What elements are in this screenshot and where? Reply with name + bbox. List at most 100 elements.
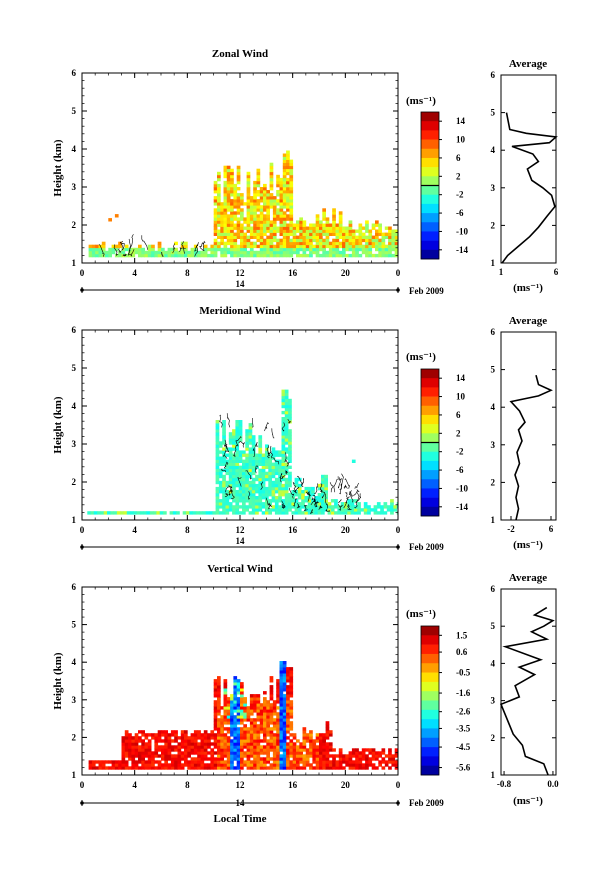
heatmap-cell: [263, 232, 267, 236]
colorbar-segment: [421, 728, 439, 739]
heatmap-cell: [371, 766, 376, 770]
heatmap-cell: [134, 751, 139, 755]
heatmap-cell: [263, 697, 267, 701]
heatmap-cell: [230, 241, 234, 246]
heatmap-cell: [281, 490, 286, 494]
heatmap-cell: [217, 760, 221, 764]
heatmap-cell: [321, 496, 325, 500]
x-tick-label: 0: [396, 525, 401, 535]
heatmap-cell: [325, 253, 330, 258]
profile-line: [499, 606, 555, 776]
heatmap-cell: [269, 235, 274, 239]
heatmap-cell: [335, 223, 340, 227]
heatmap-cell: [282, 757, 287, 761]
heatmap-cell: [215, 502, 220, 506]
heatmap-cell: [289, 159, 294, 163]
heatmap-cell: [256, 709, 261, 713]
heatmap-cell: [207, 733, 211, 737]
heatmap-cell: [265, 477, 269, 482]
heatmap-cell: [319, 241, 323, 246]
heatmap-cell: [276, 682, 280, 686]
heatmap-cell: [378, 223, 382, 227]
heatmap-cell: [384, 232, 389, 236]
heatmap-cell: [248, 511, 253, 515]
heatmap-cell: [296, 220, 300, 224]
heatmap-cell: [230, 177, 234, 182]
heatmap-cell: [265, 490, 269, 494]
heatmap-cell: [223, 187, 228, 191]
heatmap-cell: [200, 754, 205, 758]
heatmap-cell: [215, 462, 220, 466]
heatmap-cell: [269, 706, 274, 710]
heatmap-cell: [213, 706, 218, 710]
heatmap-cell: [312, 238, 317, 243]
heatmap-cell: [279, 754, 284, 758]
heatmap-cell: [226, 760, 231, 764]
heatmap-cell: [217, 171, 221, 176]
heatmap-cell: [220, 757, 224, 761]
heatmap-cell: [312, 739, 317, 743]
heatmap-cell: [246, 742, 251, 746]
heatmap-cell: [253, 250, 257, 255]
heatmap-cell: [253, 748, 257, 752]
heatmap-cell: [233, 730, 238, 734]
heatmap-cell: [294, 493, 299, 497]
heatmap-cell: [269, 223, 274, 227]
heatmap-cell: [282, 235, 287, 239]
heatmap-cell: [246, 235, 251, 239]
colorbar-tick-label: -2: [456, 447, 464, 457]
heatmap-cell: [226, 193, 231, 197]
heatmap-cell: [236, 700, 241, 704]
heatmap-cell: [223, 712, 228, 716]
heatmap-cell: [312, 235, 317, 239]
heatmap-cell: [223, 760, 228, 764]
heatmap-cell: [190, 751, 195, 755]
heatmap-cell: [230, 757, 234, 761]
heatmap-cell: [368, 229, 373, 233]
heatmap-cell: [154, 253, 159, 258]
colorbar-segment: [421, 121, 439, 131]
heatmap-cell: [228, 459, 233, 463]
heatmap-cell: [279, 223, 284, 227]
heatmap-cell: [311, 508, 315, 512]
contour-line: [226, 413, 231, 428]
heatmap-cell: [184, 751, 188, 755]
heatmap-cell: [345, 760, 349, 764]
heatmap-cell: [144, 748, 149, 752]
heatmap-cell: [276, 736, 280, 740]
heatmap-cell: [384, 754, 389, 758]
heatmap-cell: [249, 748, 254, 752]
heatmap-cell: [276, 742, 280, 746]
contour-line: [247, 491, 251, 500]
heatmap-cell: [347, 508, 351, 512]
contour-line: [272, 457, 280, 465]
heatmap-cell: [138, 760, 142, 764]
heatmap-cell: [228, 447, 233, 451]
heatmap-cell: [144, 250, 149, 255]
heatmap-cell: [190, 736, 195, 740]
heatmap-cell: [246, 229, 251, 233]
heatmap-cell: [282, 763, 287, 767]
heatmap-cell: [225, 465, 230, 469]
heatmap-cell: [363, 508, 368, 512]
heatmap-cell: [266, 214, 270, 218]
heatmap-cell: [282, 223, 287, 227]
heatmap-cell: [238, 474, 243, 479]
heatmap-cell: [138, 751, 142, 755]
contour-line: [254, 442, 259, 447]
profile-y-tick-label: 1: [491, 258, 496, 268]
heatmap-cell: [223, 214, 228, 218]
heatmap-cell: [281, 401, 286, 406]
heatmap-cell: [351, 241, 356, 246]
heatmap-cell: [282, 739, 287, 743]
heatmap-cell: [230, 199, 234, 203]
heatmap-cell: [286, 238, 290, 243]
heatmap-cell: [286, 712, 290, 716]
heatmap-cell: [269, 694, 274, 698]
heatmap-cell: [284, 429, 289, 433]
heatmap-cell: [348, 229, 353, 233]
heatmap-cell: [337, 505, 342, 509]
heatmap-cell: [249, 232, 254, 236]
heatmap-cell: [230, 220, 234, 224]
